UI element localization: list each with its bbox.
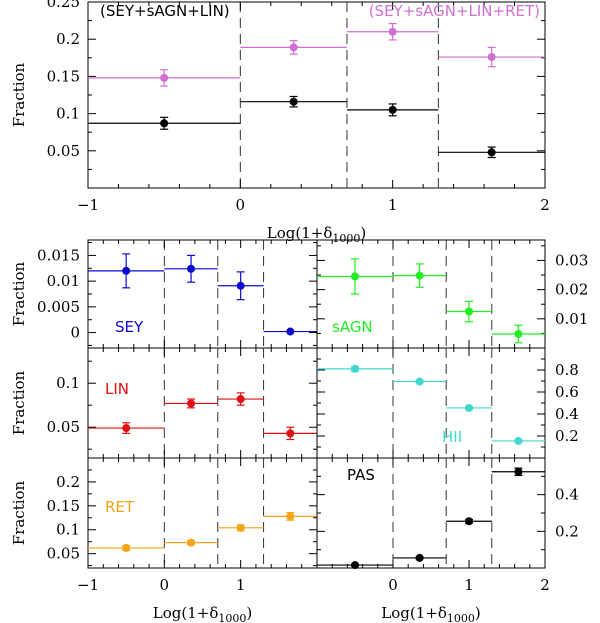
sagn-label: sAGN (332, 318, 373, 336)
sagn-panel: 0.01 0.02 0.03 sAGN (316, 239, 588, 349)
top-x-tick-label: −1 (77, 196, 99, 214)
lin-y-axis-label: Fraction (10, 370, 28, 435)
top-y-tick-label: 0.25 (47, 0, 80, 11)
pas-x-tick-label: 0 (388, 576, 398, 594)
top-legend-pink: (SEY+sAGN+LIN+RET) (369, 2, 540, 20)
ret-data-point (286, 512, 295, 521)
top-y-tick-label: 0.1 (56, 105, 80, 123)
ret-x-tick-label: 1 (236, 576, 246, 594)
sagn-data-point (465, 307, 473, 316)
ret-y-tick-label: 0.05 (47, 545, 80, 563)
hii-data-point (514, 436, 523, 445)
sey-data-point (187, 264, 196, 273)
sey-y-tick-label: 0 (70, 324, 80, 342)
pas-x-tick-label: 1 (464, 576, 474, 594)
sey-data-point (236, 281, 245, 290)
top-y-tick-label: 0.15 (47, 67, 80, 85)
top-x-tick-label: 0 (236, 196, 246, 214)
hii-y-tick-label: 0.4 (555, 405, 579, 423)
ret-x-tick-label: 0 (160, 576, 170, 594)
ret-label: RET (105, 498, 135, 516)
pas-y-tick-label: 0.4 (555, 486, 579, 504)
hii-data-point (351, 364, 359, 373)
ret-y-tick-label: 0.1 (56, 521, 80, 539)
sagn-y-tick-label: 0.01 (555, 310, 588, 328)
ret-data-point (236, 523, 245, 532)
top-data-point (160, 119, 169, 128)
pas-x-tick-label: 2 (540, 576, 550, 594)
sey-data-point (122, 266, 131, 275)
lin-data-point (236, 395, 245, 404)
sey-data-point (286, 327, 295, 336)
lin-data-point (122, 424, 131, 433)
lin-y-tick-label: 0.05 (47, 418, 80, 436)
sagn-data-point (415, 271, 424, 280)
lin-y-tick-label: 0.1 (56, 374, 80, 392)
hii-label: HII (442, 428, 462, 446)
ret-data-point (122, 543, 131, 552)
hii-data-point (465, 403, 473, 412)
hii-data-point (415, 377, 424, 386)
hii-y-tick-label: 0.8 (555, 361, 579, 379)
sagn-y-tick-label: 0.03 (555, 251, 588, 269)
pas-y-tick-label: 0.2 (555, 522, 579, 540)
top-data-point (160, 73, 169, 82)
pas-x-axis-label: Log(1+δ1000) (381, 604, 480, 623)
ret-x-tick-label: −1 (77, 576, 99, 594)
pas-data-point (415, 553, 424, 562)
top-x-tick-label: 1 (388, 196, 398, 214)
sey-y-tick-label: 0.005 (37, 298, 80, 316)
top-panel: 0.05 0.1 0.15 0.2 0.25 −1 0 1 2 Fraction Log(1+δ10… (10, 0, 550, 245)
top-data-point (289, 97, 298, 106)
sagn-y-tick-label: 0.02 (555, 281, 588, 299)
sey-label: SEY (115, 318, 144, 336)
ret-data-point (187, 538, 196, 547)
top-y-tick-label: 0.2 (56, 30, 80, 48)
lin-data-point (187, 399, 196, 408)
top-data-point (388, 27, 397, 36)
hii-y-tick-label: 0.6 (555, 383, 579, 401)
sagn-data-point (514, 329, 523, 338)
pas-panel: 0.2 0.4 0 1 2 Log(1+δ1000) PAS (316, 457, 579, 623)
top-y-axis-label: Fraction (10, 62, 28, 127)
top-data-point (487, 53, 496, 62)
ret-y-tick-label: 0.2 (56, 473, 80, 491)
pas-data-point (514, 467, 523, 476)
sey-y-axis-label: Fraction (10, 261, 28, 326)
ret-x-axis-label: Log(1+δ1000) (153, 604, 252, 623)
lin-label: LIN (105, 380, 129, 398)
top-legend-black: (SEY+sAGN+LIN) (100, 2, 230, 20)
hii-panel: 0.2 0.4 0.6 0.8 HII (316, 347, 579, 459)
sey-y-tick-label: 0.01 (47, 272, 80, 290)
top-y-tick-label: 0.05 (47, 142, 80, 160)
top-data-point (289, 43, 298, 52)
pas-data-point (465, 517, 473, 526)
top-data-point (388, 105, 397, 114)
lin-panel: 0.05 0.1 Fraction LIN (10, 347, 318, 459)
sagn-data-point (351, 272, 359, 281)
ret-panel: 0.05 0.1 0.15 0.2 −1 0 1 Fraction Log(1+δ1000) RE… (10, 457, 318, 623)
sey-y-tick-label: 0.015 (37, 246, 80, 264)
hii-y-tick-label: 0.2 (555, 427, 579, 445)
top-frame (87, 1, 546, 189)
ret-y-tick-label: 0.15 (47, 497, 80, 515)
pas-data-point (351, 561, 359, 570)
sey-panel: 0 0.005 0.01 0.015 Fraction SEY (10, 239, 318, 349)
top-data-point (487, 148, 496, 157)
pas-label: PAS (347, 466, 375, 484)
ret-y-axis-label: Fraction (10, 480, 28, 545)
top-x-axis-label: Log(1+δ1000) (267, 224, 366, 245)
top-x-tick-label: 2 (540, 196, 550, 214)
lin-data-point (286, 429, 295, 438)
